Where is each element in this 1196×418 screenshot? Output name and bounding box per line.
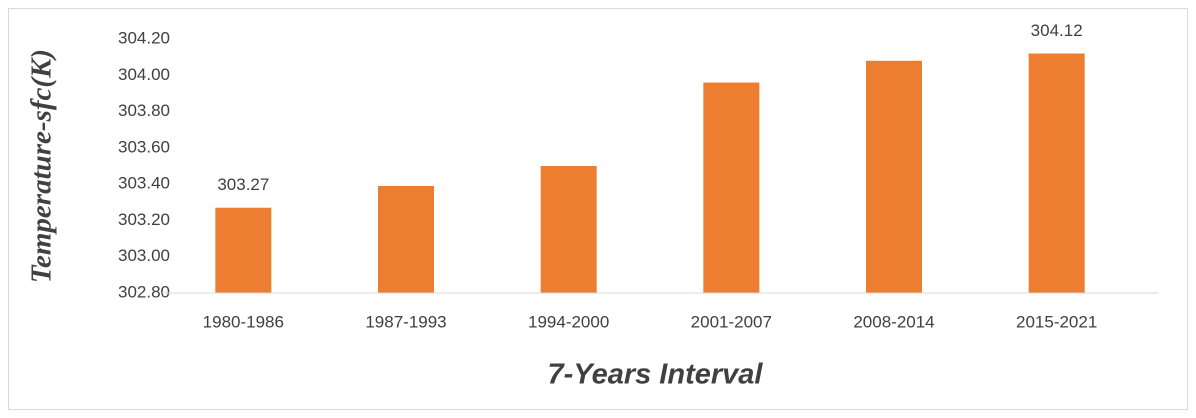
bar bbox=[1028, 53, 1085, 294]
x-axis-title: 7-Years Interval bbox=[548, 359, 764, 391]
chart-border bbox=[8, 8, 1188, 410]
bar bbox=[703, 82, 760, 294]
y-tick-label: 304.00 bbox=[118, 65, 170, 84]
bar bbox=[378, 185, 434, 293]
x-tick-label: 2008-2014 bbox=[853, 312, 934, 331]
y-tick-label: 304.20 bbox=[118, 28, 170, 47]
y-tick-label: 303.60 bbox=[118, 137, 170, 156]
x-tick-label: 1987-1993 bbox=[365, 312, 446, 331]
data-label: 303.27 bbox=[217, 175, 269, 194]
y-axis-title: Temperature-sfc(K) bbox=[26, 49, 58, 283]
x-tick-label: 2015-2021 bbox=[1016, 312, 1097, 331]
bar bbox=[215, 207, 272, 293]
data-label: 304.12 bbox=[1031, 21, 1083, 40]
y-tick-label: 303.00 bbox=[118, 246, 170, 265]
y-tick-label: 303.80 bbox=[118, 101, 170, 120]
bar bbox=[540, 166, 597, 293]
x-tick-label: 1980-1986 bbox=[203, 312, 284, 331]
y-tick-label: 303.20 bbox=[118, 210, 170, 229]
bar bbox=[866, 60, 922, 294]
x-tick-label: 1994-2000 bbox=[528, 312, 609, 331]
x-tick-label: 2001-2007 bbox=[691, 312, 772, 331]
y-tick-label: 302.80 bbox=[118, 282, 170, 301]
y-tick-label: 303.40 bbox=[118, 174, 170, 193]
